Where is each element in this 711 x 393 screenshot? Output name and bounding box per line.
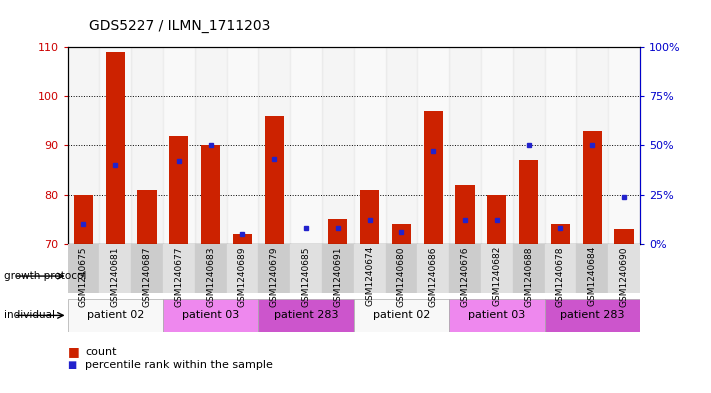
Text: GSM1240691: GSM1240691: [333, 246, 342, 307]
Bar: [290, 244, 322, 293]
Text: GSM1240686: GSM1240686: [429, 246, 438, 307]
Text: individual: individual: [4, 310, 55, 320]
Text: GSM1240685: GSM1240685: [301, 246, 311, 307]
Bar: [360, 189, 379, 244]
Text: GSM1240676: GSM1240676: [461, 246, 469, 307]
Bar: [385, 244, 417, 293]
Bar: [163, 47, 195, 244]
Bar: [100, 244, 131, 293]
Bar: [106, 52, 125, 244]
Bar: [163, 299, 258, 332]
Bar: [258, 299, 353, 332]
Bar: [328, 219, 348, 244]
Bar: [131, 47, 163, 244]
Bar: [68, 299, 163, 332]
Bar: [545, 47, 577, 244]
Bar: [417, 47, 449, 244]
Bar: [227, 47, 258, 244]
Bar: [513, 47, 545, 244]
Text: percentile rank within the sample: percentile rank within the sample: [85, 360, 273, 371]
Bar: [322, 244, 353, 293]
Text: GSM1240679: GSM1240679: [269, 246, 279, 307]
Text: patient 03: patient 03: [182, 310, 240, 320]
Bar: [545, 244, 577, 293]
Bar: [258, 47, 290, 244]
Text: GSM1240678: GSM1240678: [556, 246, 565, 307]
Bar: [322, 47, 353, 244]
Text: 2D culture: 2D culture: [468, 271, 526, 281]
Bar: [68, 244, 100, 293]
Bar: [258, 244, 290, 293]
Bar: [353, 47, 385, 244]
Text: count: count: [85, 347, 117, 357]
Text: patient 02: patient 02: [373, 310, 430, 320]
Bar: [353, 259, 640, 293]
Text: GSM1240677: GSM1240677: [174, 246, 183, 307]
Bar: [137, 189, 156, 244]
Bar: [353, 299, 449, 332]
Bar: [449, 299, 545, 332]
Text: GSM1240681: GSM1240681: [111, 246, 119, 307]
Bar: [583, 130, 602, 244]
Text: patient 283: patient 283: [560, 310, 624, 320]
Bar: [131, 244, 163, 293]
Text: GSM1240689: GSM1240689: [238, 246, 247, 307]
Bar: [169, 136, 188, 244]
Bar: [100, 47, 131, 244]
Text: GSM1240674: GSM1240674: [365, 246, 374, 307]
Text: ■: ■: [68, 345, 80, 358]
Bar: [481, 47, 513, 244]
Bar: [233, 234, 252, 244]
Bar: [417, 244, 449, 293]
Bar: [392, 224, 411, 244]
Text: GSM1240687: GSM1240687: [142, 246, 151, 307]
Bar: [614, 229, 634, 244]
Text: GSM1240680: GSM1240680: [397, 246, 406, 307]
Bar: [608, 47, 640, 244]
Bar: [264, 116, 284, 244]
Bar: [449, 47, 481, 244]
Text: patient 283: patient 283: [274, 310, 338, 320]
Bar: [481, 244, 513, 293]
Bar: [551, 224, 570, 244]
Bar: [227, 244, 258, 293]
Bar: [577, 244, 608, 293]
Bar: [195, 47, 227, 244]
Text: ■: ■: [68, 360, 77, 371]
Bar: [163, 244, 195, 293]
Text: GSM1240690: GSM1240690: [619, 246, 629, 307]
Text: growth protocol: growth protocol: [4, 271, 86, 281]
Text: GDS5227 / ILMN_1711203: GDS5227 / ILMN_1711203: [89, 19, 270, 33]
Bar: [608, 244, 640, 293]
Bar: [353, 244, 385, 293]
Text: patient 02: patient 02: [87, 310, 144, 320]
Bar: [290, 47, 322, 244]
Text: patient 03: patient 03: [468, 310, 525, 320]
Bar: [195, 244, 227, 293]
Text: GSM1240675: GSM1240675: [79, 246, 88, 307]
Text: GSM1240683: GSM1240683: [206, 246, 215, 307]
Text: GSM1240688: GSM1240688: [524, 246, 533, 307]
Text: GSM1240682: GSM1240682: [492, 246, 501, 307]
Bar: [424, 111, 443, 244]
Bar: [201, 145, 220, 244]
Bar: [577, 47, 608, 244]
Bar: [545, 299, 640, 332]
Bar: [68, 259, 353, 293]
Bar: [385, 47, 417, 244]
Bar: [487, 195, 506, 244]
Bar: [456, 185, 474, 244]
Bar: [74, 195, 93, 244]
Bar: [449, 244, 481, 293]
Bar: [513, 244, 545, 293]
Text: GSM1240684: GSM1240684: [588, 246, 597, 307]
Text: 3D culture: 3D culture: [181, 271, 240, 281]
Bar: [519, 160, 538, 244]
Bar: [68, 47, 100, 244]
